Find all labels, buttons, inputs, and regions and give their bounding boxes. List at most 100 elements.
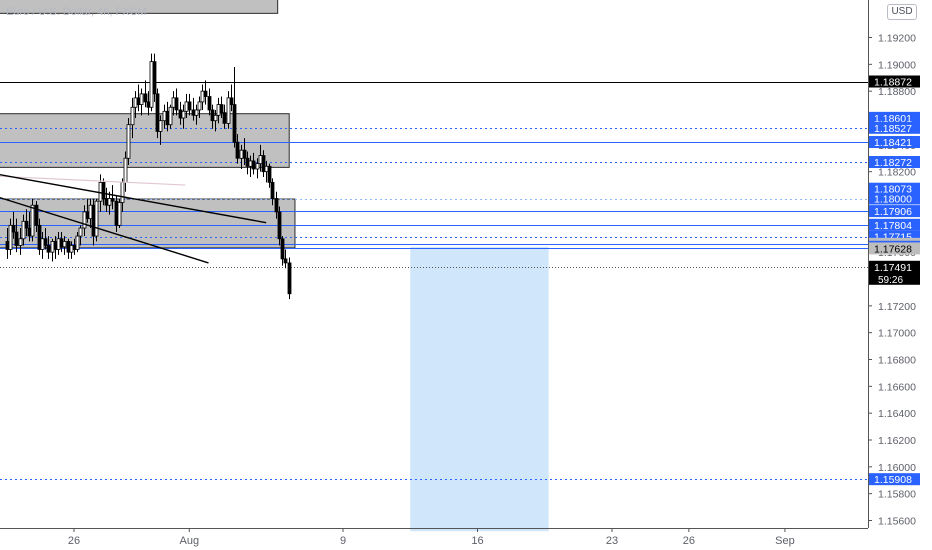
candle-body [53,241,58,250]
price-level-label-bg [869,242,920,255]
candle-body [207,96,212,111]
symbol-title: Euro / U.S. Dollar, 4h, FXCM [6,6,147,18]
candle-body [50,241,55,253]
price-level-label[interactable]: 1.18872 [869,75,920,89]
price-level-label[interactable]: 1.18527 [869,121,920,135]
y-tick-label: 1.17000 [878,328,916,340]
y-tick-label: 1.18800 [878,86,916,98]
candle-body [30,204,35,237]
candle-body [255,163,260,170]
y-tick-label: 1.15800 [878,489,916,501]
price-level-label[interactable]: 1.17906 [869,205,920,218]
price-level-label-bg [869,473,920,486]
candle-body [158,120,163,132]
supply-demand-zone[interactable] [0,0,279,14]
candle-body [139,93,144,105]
candle-body [110,198,115,202]
price-level-label[interactable]: 1.15908 [869,473,920,486]
candle [274,191,279,219]
candle [171,91,176,116]
trendline[interactable] [0,174,186,186]
price-level-label-text: 1.18872 [874,77,912,89]
candle-body [222,112,227,124]
y-tick-label: 1.17200 [878,301,916,313]
y-tick-label: 1.19000 [878,59,916,71]
candle [203,80,208,105]
candle [287,257,292,300]
candle-body [126,124,131,159]
candle-body [181,110,186,119]
y-tick-label: 1.16200 [878,435,916,447]
price-level-label[interactable]: 1.18000 [869,192,920,206]
candle-body [130,106,135,126]
candle-body [197,101,202,111]
candle [24,209,29,237]
trendline[interactable] [0,169,267,224]
candle-body [24,220,29,229]
candle-body [270,181,275,199]
candle-body [27,227,32,237]
candle-body [155,93,160,132]
candle [11,211,16,239]
candle [8,218,13,255]
price-labels-layer: 1.188721.186011.185271.184211.182721.180… [869,75,920,486]
price-level-label[interactable]: 1.17628 [869,242,920,255]
candle [130,97,135,139]
candle-body [91,204,96,237]
candle [168,104,173,129]
candle-body [78,227,83,237]
x-tick-label: 9 [340,535,346,547]
trendline[interactable] [0,188,209,264]
price-level-label[interactable]: 1.18272 [869,156,920,169]
price-level-label-bg [869,218,920,231]
candles-layer [5,53,292,300]
x-tick-label: 23 [606,535,618,547]
candle-body [107,198,112,206]
candle-body [267,165,272,183]
candle [226,91,231,129]
x-tick-label: Aug [179,535,199,547]
candle-body [18,238,23,246]
candle-body [88,204,93,220]
price-level-label-text: 1.17906 [874,206,912,218]
price-level-label-text: 1.17804 [874,220,912,232]
candle [18,228,23,255]
candle-body [21,220,26,240]
current-price-label-bg [869,260,920,285]
candle-body [5,241,10,250]
zones-layer [0,0,549,532]
candle-body [104,198,109,206]
candle-body [287,262,292,295]
candle-body [245,157,250,167]
candle-body [133,97,138,108]
supply-demand-zone[interactable] [0,198,296,249]
candle [155,88,160,139]
candle [255,158,260,179]
candle [197,96,202,118]
candle [110,185,115,210]
price-level-label[interactable]: 1.18421 [869,136,920,149]
candle-body [200,90,205,103]
candle [229,84,234,112]
y-tick-label: 1.16600 [878,381,916,393]
y-tick-label: 1.16800 [878,355,916,367]
candle-body [187,101,192,111]
candle-body [59,238,64,248]
candle [232,67,237,148]
candle-body [136,97,141,105]
price-level-label-bg [869,111,920,124]
candle-body [283,258,288,264]
y-tick-label: 1.16000 [878,462,916,474]
price-level-label[interactable]: 1.17804 [869,218,920,232]
currency-button[interactable]: USD [887,4,917,20]
candle [283,249,288,269]
candle [101,178,106,206]
target-zone [410,246,549,532]
candle [66,238,71,259]
price-level-label-text: 1.18272 [874,157,912,169]
candle [94,198,99,242]
candle-body [261,155,266,173]
candle-body [235,141,240,159]
